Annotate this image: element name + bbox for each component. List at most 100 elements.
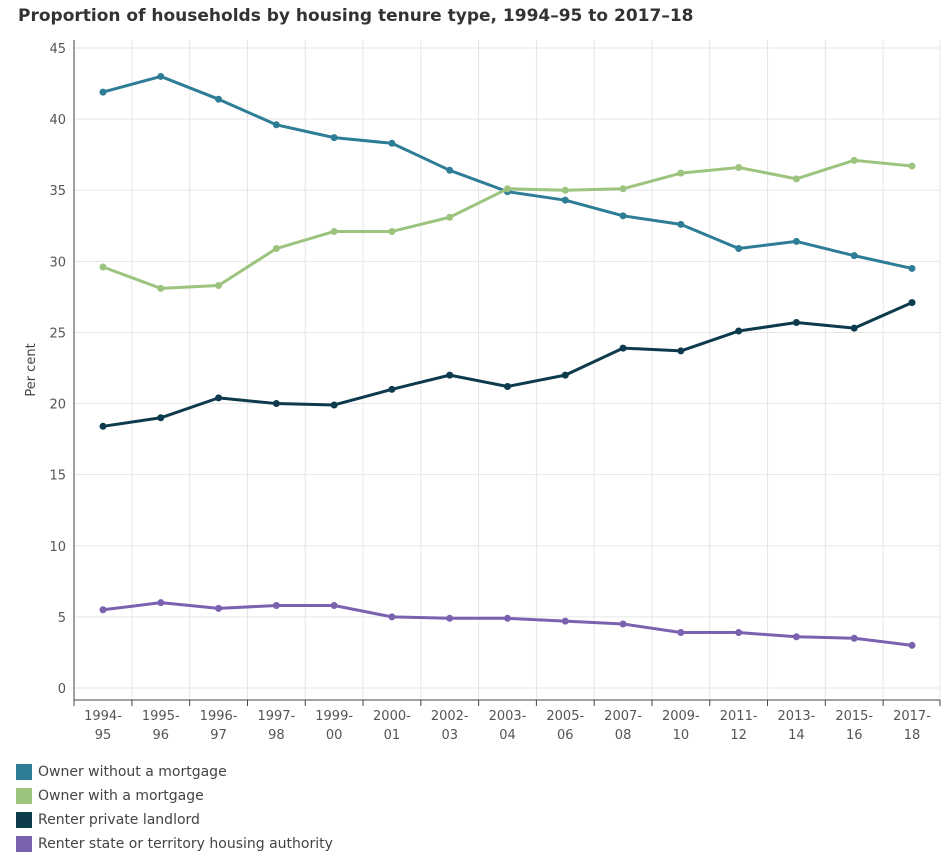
data-point [446,371,454,379]
data-point [272,400,280,408]
legend-item[interactable]: Renter private landlord [16,808,333,832]
legend-label: Owner with a mortgage [38,788,204,804]
legend-swatch [16,764,32,780]
y-tick-label: 10 [49,540,66,555]
data-point [677,629,685,637]
data-point [735,629,743,637]
data-point [619,212,627,220]
data-point [908,162,916,170]
data-point [99,606,107,614]
series-line [101,74,914,270]
legend: Owner without a mortgage Owner with a mor… [16,760,333,856]
data-point [446,213,454,221]
data-point [792,318,800,326]
y-tick-label: 45 [49,42,66,57]
x-tick-label: 2017-18 [893,709,931,743]
data-point [99,263,107,271]
data-point [330,401,338,409]
legend-label: Owner without a mortgage [38,764,227,780]
data-point [735,163,743,171]
data-point [735,245,743,253]
data-point [561,196,569,204]
data-point [561,186,569,194]
x-tick-label: 1996-97 [200,709,238,743]
data-point [908,264,916,272]
series-line [101,301,914,428]
data-point [677,220,685,228]
y-tick-label: 40 [49,113,66,128]
y-tick-label: 35 [49,184,66,199]
x-tick-label: 1997-98 [257,709,295,743]
y-tick-label: 15 [49,469,66,484]
data-point [272,602,280,610]
x-tick-label: 1994-95 [84,709,122,743]
x-tick-label: 1999-00 [315,709,353,743]
data-point [504,185,511,193]
data-point [215,394,223,402]
data-point [388,227,396,235]
x-tick-label: 2009-10 [662,709,700,743]
x-tick-label: 2007-08 [604,709,642,743]
data-point [446,166,454,174]
data-point [157,284,165,292]
data-point [215,604,223,612]
y-tick-label: 25 [49,326,66,341]
data-point [619,620,627,628]
data-point [735,327,743,335]
data-point [388,613,396,621]
x-tick-label: 2000-01 [373,709,411,743]
legend-item[interactable]: Owner with a mortgage [16,784,333,808]
y-tick-label: 30 [49,255,66,270]
x-tick-label: 2013-14 [778,709,816,743]
x-tick-label: 2005-06 [546,709,584,743]
y-tick-label: 5 [58,611,66,626]
data-point [215,95,223,103]
line-chart: 0 5 10 15 20 25 30 35 40 45 1994-95 1995-96 1996-97 1… [24,40,941,743]
data-point [388,385,396,393]
data-point [99,422,107,430]
data-point [330,134,338,142]
data-point [388,139,396,147]
x-tick-label: 1995-96 [142,709,180,743]
data-point [850,324,858,332]
data-point [677,347,685,355]
data-point [908,299,916,307]
legend-item[interactable]: Owner without a mortgage [16,760,333,784]
y-axis-label: Per cent [24,343,39,396]
chart-title: Proportion of households by housing tenu… [18,6,694,26]
data-point [850,634,858,642]
legend-swatch [16,836,32,852]
data-point [157,414,165,422]
data-point [677,169,685,177]
data-point [561,617,569,625]
x-tick-label: 2003-04 [489,709,527,743]
legend-label: Renter private landlord [38,812,200,828]
data-point [792,175,800,183]
x-tick-label: 2002-03 [431,709,469,743]
x-tick-label: 2011-12 [720,709,758,743]
data-point [330,227,338,235]
series-line [101,601,914,647]
legend-swatch [16,788,32,804]
series-line [101,158,914,290]
data-point [792,237,800,245]
data-point [272,245,280,253]
legend-swatch [16,812,32,828]
data-point [504,382,511,390]
x-tick-label: 2015-16 [835,709,873,743]
data-point [619,344,627,352]
data-point [446,614,454,622]
data-point [561,371,569,379]
data-point [850,252,858,260]
data-point [272,121,280,129]
data-point [330,602,338,610]
y-tick-label: 0 [58,682,66,697]
data-point [157,599,165,607]
data-point [850,156,858,164]
data-point [157,72,165,80]
y-tick-label: 20 [49,398,66,413]
legend-item[interactable]: Renter state or territory housing author… [16,832,333,856]
data-point [504,614,511,622]
data-point [908,641,916,649]
data-point [792,633,800,641]
